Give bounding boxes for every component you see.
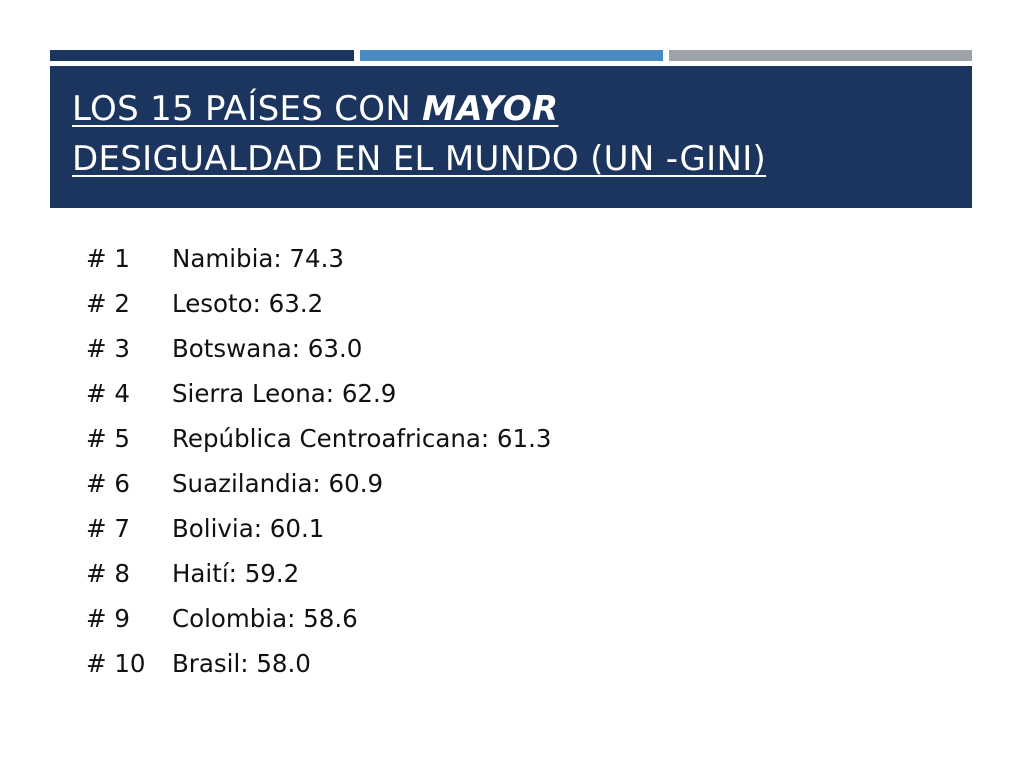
rank-label: # 3: [86, 334, 130, 363]
country-value: Lesoto: 63.2: [172, 289, 324, 318]
title-part-1: LOS 15 PAÍSES CON: [72, 89, 423, 129]
country-value: Namibia: 74.3: [172, 244, 344, 273]
rank-label: # 8: [86, 559, 130, 588]
country-value: Colombia: 58.6: [172, 604, 358, 633]
list-item: # 7 Bolivia: 60.1: [86, 506, 552, 551]
title-part-2: DESIGUALDAD EN EL MUNDO (UN -GINI): [72, 139, 767, 179]
list-item: # 1 Namibia: 74.3: [86, 236, 552, 281]
country-list: # 1 Namibia: 74.3 # 2 Lesoto: 63.2 # 3 Bots…: [86, 236, 552, 686]
rank-label: # 7: [86, 514, 130, 543]
country-value: Bolivia: 60.1: [172, 514, 325, 543]
country-value: Brasil: 58.0: [172, 649, 311, 678]
list-item: # 4 Sierra Leona: 62.9: [86, 371, 552, 416]
country-value: República Centroafricana: 61.3: [172, 424, 552, 453]
accent-bar-gray: [669, 50, 972, 61]
title-banner: LOS 15 PAÍSES CON MAYOR DESIGUALDAD EN EL…: [50, 66, 972, 208]
rank-label: # 9: [86, 604, 130, 633]
list-item: # 6 Suazilandia: 60.9: [86, 461, 552, 506]
country-value: Suazilandia: 60.9: [172, 469, 384, 498]
slide-title: LOS 15 PAÍSES CON MAYOR DESIGUALDAD EN EL…: [72, 84, 952, 184]
country-value: Haití: 59.2: [172, 559, 300, 588]
list-item: # 10 Brasil: 58.0: [86, 641, 552, 686]
accent-bar-blue: [360, 50, 663, 61]
rank-label: # 2: [86, 289, 130, 318]
rank-label: # 6: [86, 469, 130, 498]
list-item: # 8 Haití: 59.2: [86, 551, 552, 596]
title-emphasis: MAYOR: [422, 89, 559, 129]
country-value: Sierra Leona: 62.9: [172, 379, 397, 408]
list-item: # 9 Colombia: 58.6: [86, 596, 552, 641]
rank-label: # 4: [86, 379, 130, 408]
country-value: Botswana: 63.0: [172, 334, 363, 363]
rank-label: # 1: [86, 244, 130, 273]
accent-bar-dark: [50, 50, 354, 61]
list-item: # 3 Botswana: 63.0: [86, 326, 552, 371]
rank-label: # 10: [86, 649, 146, 678]
list-item: # 5 República Centroafricana: 61.3: [86, 416, 552, 461]
rank-label: # 5: [86, 424, 130, 453]
list-item: # 2 Lesoto: 63.2: [86, 281, 552, 326]
